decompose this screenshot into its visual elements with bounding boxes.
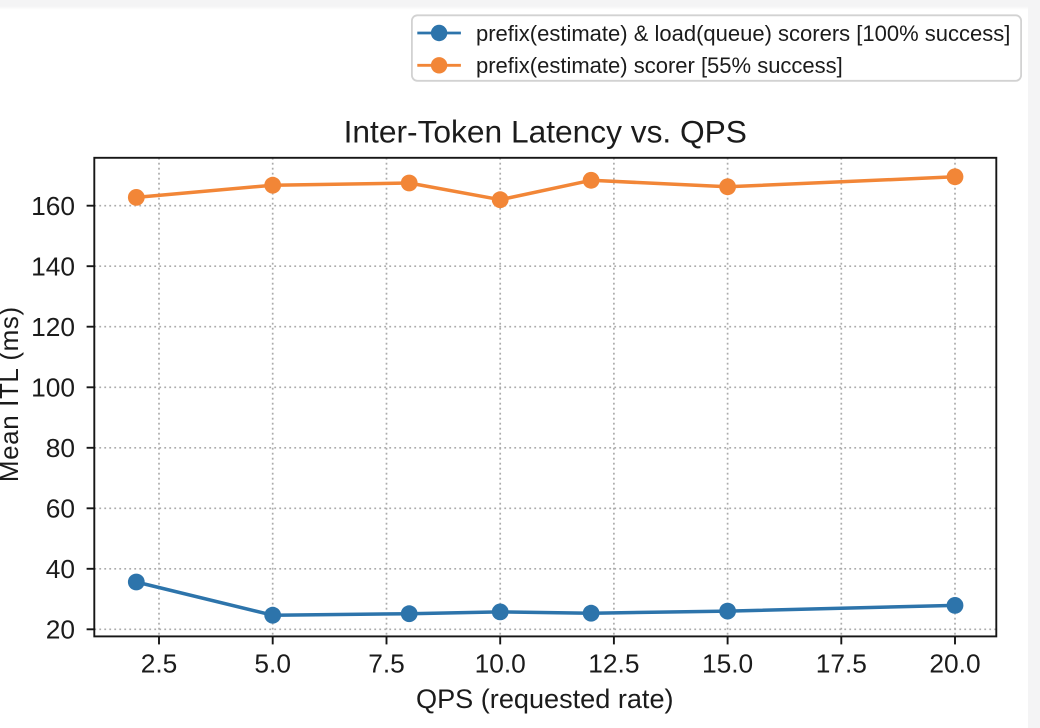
svg-text:60: 60 <box>46 493 75 523</box>
svg-text:80: 80 <box>46 433 75 463</box>
svg-text:15.0: 15.0 <box>702 648 753 678</box>
svg-text:2.5: 2.5 <box>141 648 178 678</box>
svg-text:10.0: 10.0 <box>475 648 526 678</box>
svg-text:Inter-Token Latency vs. QPS: Inter-Token Latency vs. QPS <box>344 113 747 149</box>
svg-text:QPS (requested rate): QPS (requested rate) <box>416 683 674 714</box>
svg-text:Mean ITL (ms): Mean ITL (ms) <box>0 306 24 482</box>
svg-text:12.5: 12.5 <box>588 648 639 678</box>
svg-text:prefix(estimate) scorer [55% s: prefix(estimate) scorer [55% success] <box>476 53 843 78</box>
svg-text:20: 20 <box>46 614 75 644</box>
svg-text:7.5: 7.5 <box>368 648 405 678</box>
svg-text:140: 140 <box>31 251 75 281</box>
svg-text:160: 160 <box>31 191 75 221</box>
svg-text:prefix(estimate) & load(queue): prefix(estimate) & load(queue) scorers [… <box>476 21 1010 46</box>
svg-text:20.0: 20.0 <box>929 648 980 678</box>
svg-text:100: 100 <box>31 372 75 402</box>
svg-text:17.5: 17.5 <box>816 648 867 678</box>
svg-text:5.0: 5.0 <box>254 648 291 678</box>
svg-text:40: 40 <box>46 554 75 584</box>
svg-text:120: 120 <box>31 312 75 342</box>
